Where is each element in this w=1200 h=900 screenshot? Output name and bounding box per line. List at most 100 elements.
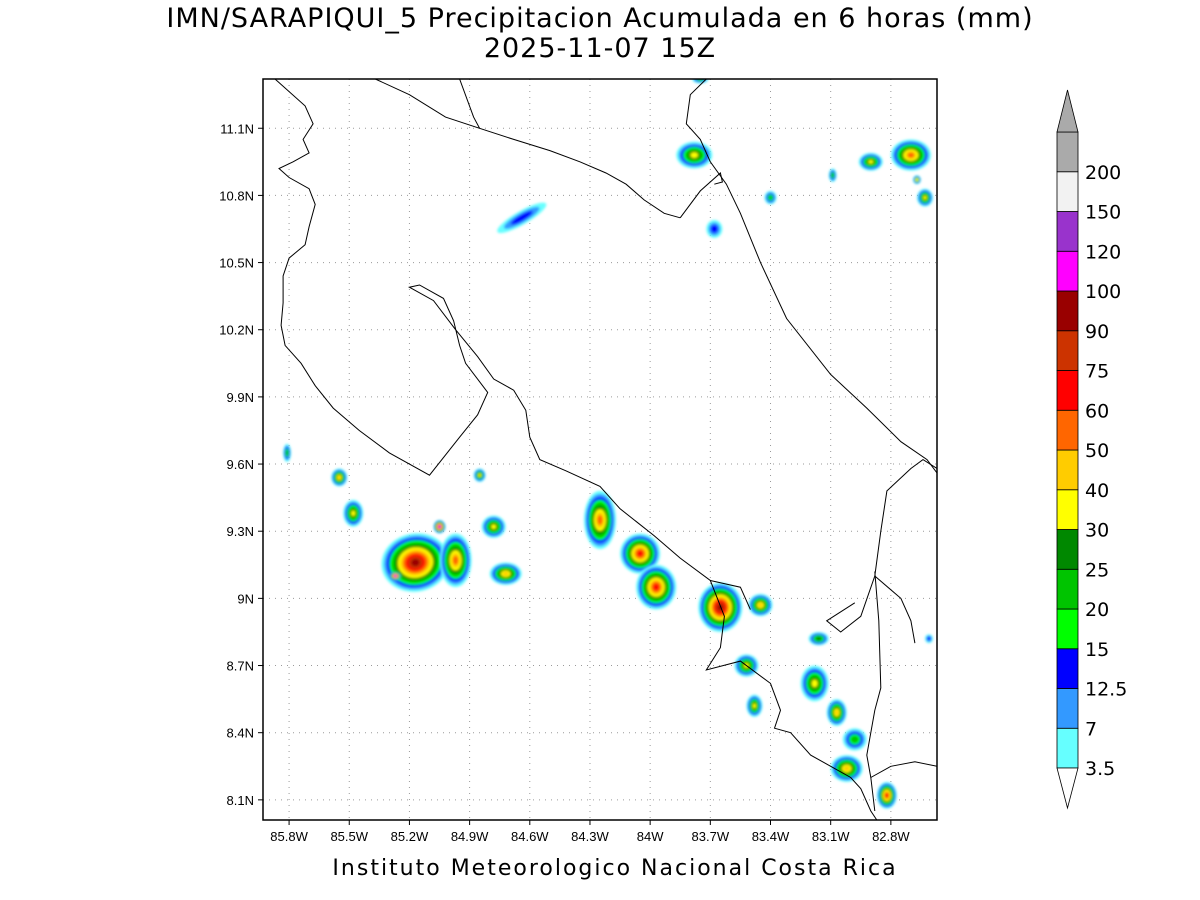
precip-cell [830, 755, 863, 782]
colorbar-swatch [1056, 688, 1079, 729]
colorbar-swatch [1056, 250, 1079, 292]
colorbar-swatch [1056, 449, 1079, 491]
colorbar-label: 3.5 [1085, 758, 1115, 780]
lon-tick-label: 83.7W [692, 829, 730, 844]
lon-tick-label: 83.4W [752, 829, 790, 844]
precip-cell [283, 443, 292, 462]
chart-subtitle-datetime: 2025-11-07 15Z [483, 33, 717, 64]
colorbar-label: 20 [1085, 599, 1109, 621]
precip-cell [916, 188, 933, 207]
precip-contour [351, 510, 356, 517]
precip-cell [439, 533, 472, 588]
precip-contour [452, 555, 459, 565]
lon-tick-label: 84.3W [571, 829, 609, 844]
chart-title: IMN/SARAPIQUI_5 Precipitacion Acumulada … [166, 3, 1034, 34]
coastline-path [866, 571, 882, 812]
colorbar-swatch [1056, 370, 1079, 411]
coastline-path [870, 761, 937, 778]
colorbar-label: 150 [1085, 202, 1121, 224]
precip-contour [831, 173, 835, 178]
precip-cell [473, 468, 486, 482]
colorbar-label: 90 [1085, 321, 1109, 343]
precip-contour [393, 574, 397, 578]
precip-contour [923, 195, 927, 200]
coastline-path [274, 79, 878, 820]
lon-tick-label: 84.9W [451, 829, 489, 844]
colorbar-top-arrow [1056, 89, 1079, 133]
coastlines-and-borders [274, 79, 937, 820]
colorbar-label: 7 [1085, 718, 1097, 740]
precip-contour [337, 475, 341, 480]
lat-tick-label: 9.3N [227, 524, 254, 539]
precip-contour [885, 793, 889, 798]
lat-tick-label: 9.9N [227, 390, 254, 405]
precip-cell [808, 631, 829, 646]
latitude-axis: 8.1N 8.4N 8.7N 9N 9.3N 9.6N 9.9N 10.2N 10.5N 10.8… [219, 121, 263, 808]
precip-cell [876, 781, 897, 809]
lat-tick-label: 10.8N [219, 188, 254, 203]
precip-cell [828, 168, 837, 182]
colorbar-swatch [1056, 409, 1079, 451]
colorbar-swatch [1056, 211, 1079, 252]
precip-cell [620, 533, 661, 574]
lat-tick-label: 8.4N [227, 726, 254, 741]
precip-cell [890, 139, 931, 171]
coastline-path [710, 580, 751, 610]
precip-contour [768, 195, 773, 200]
precip-contour [478, 473, 482, 477]
colorbar-swatch [1056, 727, 1079, 769]
lat-tick-label: 9.6N [227, 457, 254, 472]
precip-contour [502, 571, 509, 576]
longitude-axis: 85.8W 85.5W 85.2W 84.9W 84.6W 84.3W 84W 83.7W 83… [270, 820, 910, 844]
colorbar-swatch [1056, 131, 1079, 173]
lon-tick-label: 84W [637, 829, 664, 844]
lon-tick-label: 84.6W [511, 829, 549, 844]
precipitation-cells [283, 79, 933, 809]
lat-tick-label: 11.1N [220, 121, 254, 136]
map-gridlines [263, 79, 937, 820]
colorbar-swatch [1056, 529, 1079, 570]
colorbar-label: 30 [1085, 520, 1109, 542]
precip-contour [758, 603, 763, 608]
precip-cell [912, 175, 921, 185]
institution-credit: Instituto Meteorologico Nacional Costa R… [332, 856, 898, 881]
precip-cell [481, 515, 506, 538]
precip-cell [706, 220, 723, 238]
precip-contour [868, 159, 874, 164]
colorbar-label: 15 [1085, 639, 1109, 661]
lon-tick-label: 82.8W [872, 829, 910, 844]
lon-tick-label: 85.2W [391, 829, 429, 844]
colorbar-label: 120 [1085, 241, 1121, 263]
colorbar-swatch [1056, 568, 1079, 610]
precip-contour [851, 736, 859, 743]
colorbar-bottom-arrow [1056, 767, 1079, 810]
precip-cell [583, 490, 617, 550]
lon-tick-label: 83.1W [812, 829, 850, 844]
precip-cell [389, 571, 402, 581]
lat-tick-label: 10.5N [219, 256, 254, 271]
precip-cell [764, 190, 777, 205]
lat-tick-label: 9N [237, 591, 254, 606]
precip-cell [800, 665, 829, 702]
colorbar-label: 60 [1085, 400, 1109, 422]
precip-cell [748, 593, 773, 617]
colorbar-swatch [1056, 489, 1079, 530]
colorbar-swatch [1056, 290, 1079, 332]
precip-contour [653, 583, 660, 591]
coastline-path [685, 79, 937, 474]
precip-contour [491, 524, 497, 530]
precip-cell [924, 634, 933, 644]
precip-contour [690, 152, 699, 158]
colorbar-label: 200 [1085, 162, 1121, 184]
coastline-path [874, 575, 916, 644]
precip-contour [411, 558, 420, 567]
map-frame [262, 78, 938, 821]
precip-contour [834, 710, 839, 716]
precip-contour [510, 211, 533, 225]
precip-cell [746, 694, 763, 718]
colorbar-label: 75 [1085, 361, 1109, 383]
precip-cell [331, 468, 348, 487]
colorbar-label: 25 [1085, 559, 1109, 581]
precip-cell [343, 499, 364, 527]
